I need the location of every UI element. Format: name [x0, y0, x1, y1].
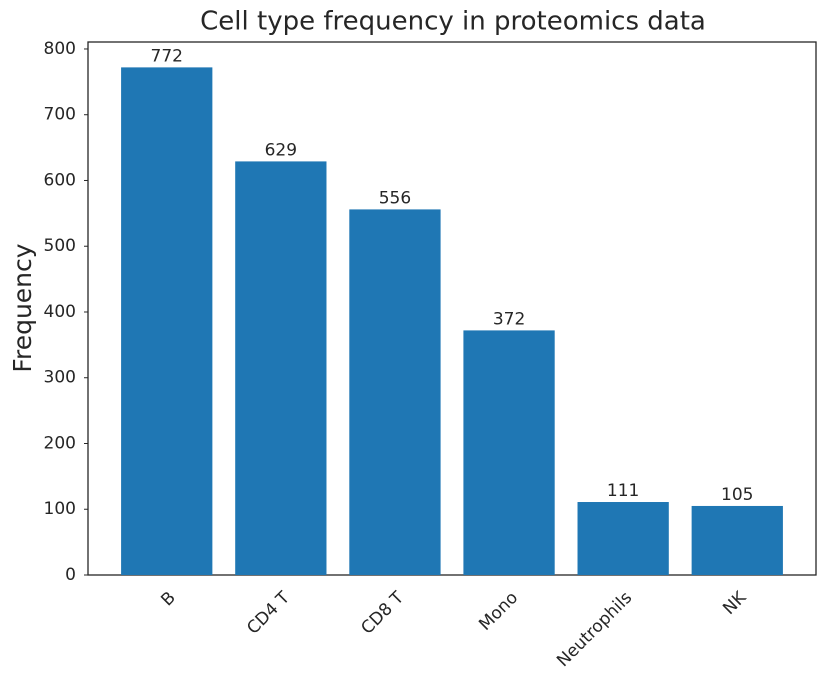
- y-tick-label: 200: [44, 433, 76, 453]
- bar: [121, 67, 213, 575]
- x-tick-label: Mono: [475, 588, 522, 635]
- chart-title: Cell type frequency in proteomics data: [200, 7, 706, 37]
- bar: [691, 505, 783, 575]
- value-label: 111: [607, 481, 639, 501]
- y-tick-label: 800: [44, 39, 76, 59]
- bar: [577, 502, 669, 575]
- y-tick-label: 100: [44, 499, 76, 519]
- x-tick-label: NK: [719, 587, 751, 619]
- y-tick-label: 0: [65, 565, 76, 585]
- bar: [235, 161, 327, 576]
- value-label: 556: [379, 188, 411, 208]
- plot-frame: [87, 41, 817, 576]
- y-axis-label: Frequency: [8, 243, 37, 372]
- value-label: 372: [493, 309, 525, 329]
- x-tick-label: B: [157, 588, 179, 610]
- x-tick-label: Neutrophils: [553, 588, 636, 671]
- value-label: 105: [721, 485, 753, 505]
- bar: [349, 209, 441, 576]
- bar: [463, 330, 555, 575]
- x-tick-label: CD4 T: [243, 588, 294, 639]
- y-tick-label: 600: [44, 170, 76, 190]
- y-tick-label: 700: [44, 105, 76, 125]
- value-label: 629: [265, 140, 297, 160]
- y-tick-label: 300: [44, 368, 76, 388]
- y-tick-label: 500: [44, 236, 76, 256]
- y-tick-label: 400: [44, 302, 76, 322]
- x-tick-label: CD8 T: [357, 588, 408, 639]
- value-label: 772: [151, 46, 183, 66]
